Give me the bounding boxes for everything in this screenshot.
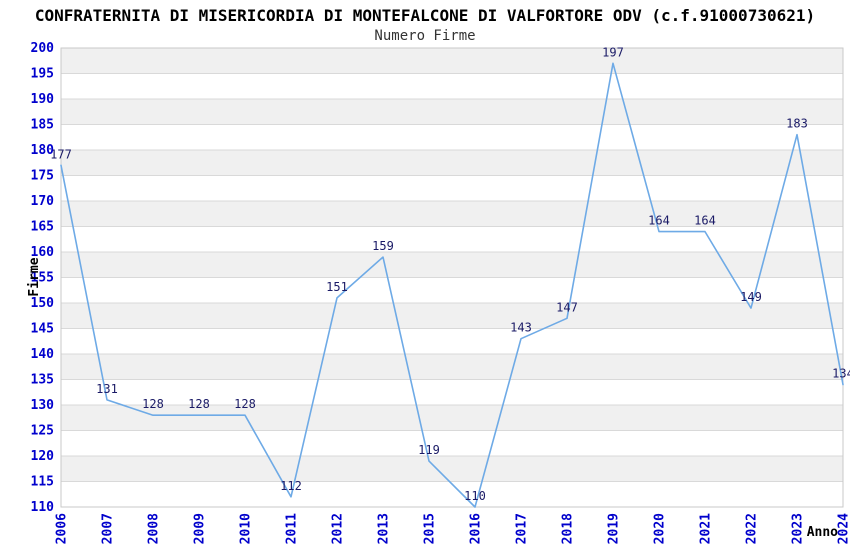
x-tick-label: 2023 [791, 513, 806, 544]
x-tick-label: 2009 [193, 513, 208, 544]
plot-band [61, 99, 843, 125]
data-point-label: 112 [280, 479, 302, 493]
x-tick-label: 2017 [515, 513, 530, 544]
plot-band [61, 175, 843, 201]
data-point-label: 110 [464, 489, 486, 503]
data-point-label: 128 [188, 397, 210, 411]
y-tick-label: 115 [31, 475, 54, 490]
data-point-label: 149 [740, 290, 762, 304]
y-tick-label: 195 [31, 67, 54, 82]
y-tick-label: 155 [31, 271, 54, 286]
x-tick-label: 2011 [285, 513, 300, 544]
data-point-label: 197 [602, 45, 624, 59]
plot-band [61, 430, 843, 456]
plot-band [61, 303, 843, 329]
x-tick-label: 2018 [561, 513, 576, 544]
plot-band [61, 277, 843, 303]
x-tick-label: 2008 [147, 513, 162, 544]
data-point-label: 164 [648, 214, 670, 228]
gridlines-layer [60, 47, 844, 508]
plot-band [61, 226, 843, 252]
x-tick-label: 2013 [377, 513, 392, 544]
plot-band [61, 150, 843, 176]
x-tick-label: 2007 [101, 513, 116, 544]
y-tick-label: 130 [31, 398, 55, 413]
plot-band [61, 328, 843, 354]
chart-subtitle: Numero Firme [374, 28, 476, 44]
data-point-label: 183 [786, 117, 808, 131]
chart-title: CONFRATERNITA DI MISERICORDIA DI MONTEFA… [34, 6, 816, 25]
y-tick-label: 135 [31, 373, 54, 388]
series-layer [60, 62, 844, 508]
plot-band [61, 354, 843, 380]
data-labels-layer: 177 131 128 128 128 112 151 159 119 110 143 147 197 1… [50, 45, 850, 503]
plot-border [60, 47, 844, 508]
data-point-label: 131 [96, 382, 118, 396]
x-tick-label: 2021 [699, 513, 714, 544]
plot-band [61, 379, 843, 405]
data-point-label: 159 [372, 239, 394, 253]
y-axis-title: Firme [27, 257, 42, 296]
y-tick-label: 140 [31, 347, 55, 362]
y-tick-label: 165 [31, 220, 54, 235]
y-tick-label: 185 [31, 118, 54, 133]
x-tick-label: 2010 [239, 513, 254, 544]
y-tick-label: 200 [31, 41, 55, 56]
x-tick-label: 2020 [653, 513, 668, 544]
data-point-label: 128 [142, 397, 164, 411]
y-tick-label: 160 [31, 245, 55, 260]
data-point-label: 177 [50, 147, 72, 161]
data-point-label: 128 [234, 397, 256, 411]
y-tick-label: 190 [31, 92, 55, 107]
x-tick-label: 2016 [469, 513, 484, 544]
data-point-label: 134 [832, 367, 850, 381]
x-tick-label: 2024 [837, 513, 850, 544]
plot-band [61, 48, 843, 74]
y-tick-label: 120 [31, 449, 55, 464]
x-tick-label: 2019 [607, 513, 622, 544]
y-tick-label: 110 [31, 500, 55, 515]
y-tick-label: 170 [31, 194, 55, 209]
x-axis-title: Anno [807, 525, 838, 540]
y-tick-label: 180 [31, 143, 55, 158]
plot-band [61, 456, 843, 482]
data-point-label: 143 [510, 321, 532, 335]
y-tick-label: 125 [31, 424, 54, 439]
data-point-label: 147 [556, 300, 578, 314]
x-tick-label: 2012 [331, 513, 346, 544]
plot-band [61, 481, 843, 507]
plot-band [61, 405, 843, 431]
y-tick-label: 150 [31, 296, 55, 311]
x-tick-label: 2006 [55, 513, 70, 544]
y-tick-label: 175 [31, 169, 54, 184]
plot-band [61, 201, 843, 227]
y-tick-label: 145 [31, 322, 54, 337]
x-tick-label: 2022 [745, 513, 760, 544]
series-line [60, 62, 844, 508]
plot-bands-layer [61, 48, 843, 507]
plot-band [61, 73, 843, 99]
axis-ticks-layer: 1101151201251301351401451501551601651701… [31, 41, 850, 544]
data-point-label: 164 [694, 214, 716, 228]
data-point-label: 119 [418, 443, 440, 457]
plot-band [61, 252, 843, 278]
plot-band [61, 124, 843, 150]
x-tick-label: 2015 [423, 513, 438, 544]
data-point-label: 151 [326, 280, 348, 294]
